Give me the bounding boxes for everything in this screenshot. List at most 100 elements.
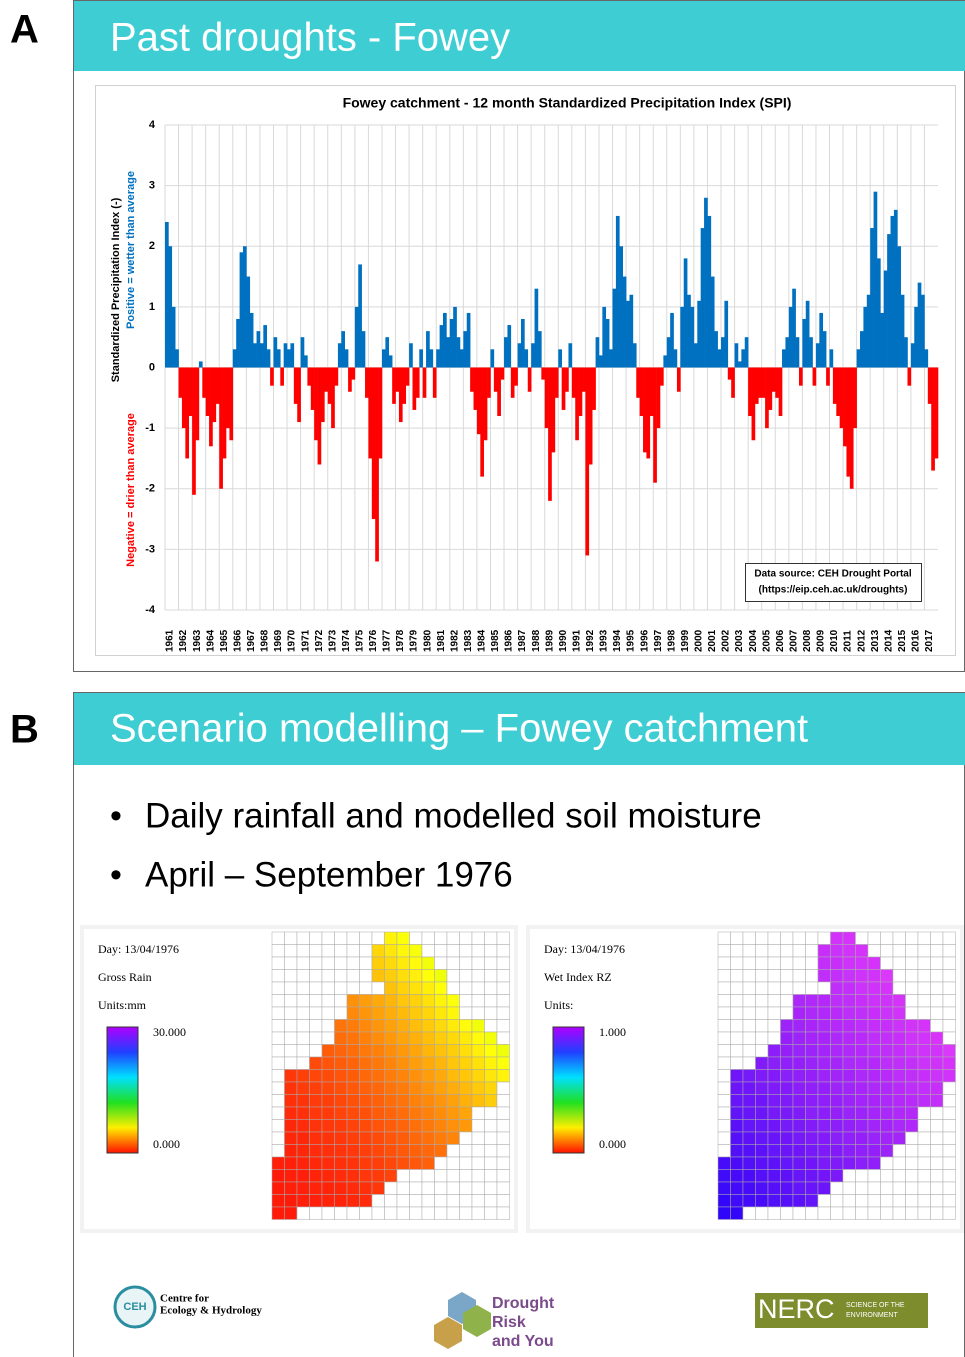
grid-cell: [880, 1131, 894, 1145]
grid-cell: [446, 1181, 460, 1195]
grid-cell: [917, 1181, 931, 1195]
grid-cell: [855, 1181, 869, 1195]
grid-cell: [384, 1031, 398, 1045]
grid-cell: [767, 931, 781, 945]
bar: [897, 246, 902, 368]
bar: [619, 246, 623, 368]
grid-cell: [917, 1081, 931, 1095]
bar: [493, 367, 498, 392]
grid-cell: [817, 1144, 831, 1158]
bar: [880, 312, 885, 368]
bar: [381, 349, 386, 368]
bar: [761, 367, 766, 398]
grid-cell: [296, 1119, 310, 1133]
grid-cell: [830, 1144, 844, 1158]
grid-cell: [805, 994, 819, 1008]
chart-frame: [95, 85, 956, 656]
grid-cell: [942, 1006, 956, 1020]
bar: [263, 325, 268, 368]
bar: [507, 325, 512, 368]
grid-cell: [434, 1131, 448, 1145]
grid-cell: [717, 1081, 731, 1095]
grid-cell: [755, 1194, 769, 1208]
grid-cell: [755, 944, 769, 958]
grid-cell: [942, 981, 956, 995]
maps: Day: 13/04/1976 Gross Rain Units:mm 30.000 0…: [80, 925, 964, 1233]
grid-cell: [730, 1006, 744, 1020]
grid-cell: [742, 1006, 756, 1020]
x-tick-label: 1984: [477, 629, 488, 652]
grid-cell: [409, 1056, 423, 1070]
grid-cell: [930, 1094, 944, 1108]
grid-cell: [780, 1081, 794, 1095]
bar: [504, 337, 508, 368]
grid-cell: [905, 1106, 919, 1120]
grid-cell: [321, 1031, 335, 1045]
grid-cell: [880, 931, 894, 945]
grid-cell: [296, 1156, 310, 1170]
grid-cell: [717, 1069, 731, 1083]
grid-cell: [780, 1044, 794, 1058]
grid-cell: [434, 994, 448, 1008]
bar: [293, 367, 298, 404]
grid-cell: [471, 1006, 485, 1020]
grid-cell: [334, 1106, 348, 1120]
grid-cell: [459, 994, 473, 1008]
grid-cell: [496, 1031, 510, 1045]
bar: [934, 367, 939, 459]
grid-cell: [817, 1119, 831, 1133]
grid-cell: [717, 1131, 731, 1145]
x-tick-label: 1962: [178, 629, 189, 652]
grid-cell: [434, 1206, 448, 1220]
grid-cell: [346, 1119, 360, 1133]
grid-cell: [855, 1006, 869, 1020]
map-day: Day: 13/04/1976: [544, 942, 625, 956]
x-tick-label: 1963: [192, 629, 203, 652]
grid-cell: [271, 1194, 285, 1208]
grid-cell: [371, 956, 385, 970]
bar: [588, 367, 593, 465]
grid-cell: [409, 994, 423, 1008]
grid-cell: [930, 1106, 944, 1120]
bar: [378, 367, 383, 459]
bar: [849, 367, 854, 489]
y-tick-label: -2: [145, 483, 155, 495]
bar: [385, 337, 390, 368]
grid-cell: [880, 969, 894, 983]
grid-cell: [446, 969, 460, 983]
y-tick-label: 0: [149, 361, 155, 373]
grid-cell: [284, 994, 298, 1008]
grid-cell: [842, 969, 856, 983]
grid-cell: [284, 1094, 298, 1108]
grid-cell: [471, 1119, 485, 1133]
bar: [663, 355, 668, 368]
grid-cell: [334, 1144, 348, 1158]
grid-cell: [892, 1169, 906, 1183]
grid-cell: [792, 1081, 806, 1095]
grid-cell: [842, 1181, 856, 1195]
grid-cell: [309, 944, 323, 958]
grid-cell: [396, 1144, 410, 1158]
x-tick-label: 2012: [856, 629, 867, 652]
grid-cell: [780, 1206, 794, 1220]
grid-cell: [830, 1081, 844, 1095]
bar: [883, 270, 888, 368]
grid-cell: [880, 1056, 894, 1070]
bar: [873, 191, 878, 368]
bar: [904, 337, 908, 368]
grid-cell: [817, 1169, 831, 1183]
grid-cell: [384, 994, 398, 1008]
chart-title: Fowey catchment - 12 month Standardized …: [343, 95, 792, 111]
grid-cell: [730, 981, 744, 995]
grid-cell: [792, 1169, 806, 1183]
grid-cell: [309, 1206, 323, 1220]
grid-cell: [780, 1069, 794, 1083]
grid-cell: [717, 1119, 731, 1133]
grid-cell: [880, 1156, 894, 1170]
grid-cell: [446, 944, 460, 958]
grid-cell: [496, 1194, 510, 1208]
grid-cell: [446, 931, 460, 945]
bar: [910, 343, 915, 368]
grid-cell: [805, 1069, 819, 1083]
grid-cell: [421, 1081, 435, 1095]
